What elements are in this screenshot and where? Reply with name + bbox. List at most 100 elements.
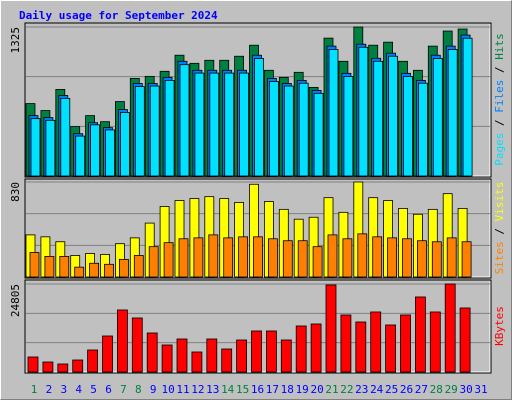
bar [313,92,324,177]
bar [44,255,55,278]
bar-body [462,37,473,177]
bar [163,242,174,278]
y-tick-label: 830 [9,182,22,202]
bar [42,361,54,373]
bar [446,237,457,278]
bar [206,338,218,373]
y-tick-label: 24805 [9,284,22,317]
bar [417,82,428,177]
bar [295,325,307,373]
bar [179,64,190,177]
bar-body [239,72,250,177]
bar-body [105,129,115,177]
x-tick-label: 28 [430,383,443,396]
bar [385,324,397,373]
bar-body [325,284,337,373]
bar [134,86,145,177]
bar [447,49,458,177]
x-tick-label: 14 [221,383,235,396]
bar-body [416,240,427,278]
bar [373,60,384,177]
bar-body [236,339,248,373]
bar [148,246,159,278]
bar-body [75,135,86,177]
x-tick-label: 3 [60,383,67,396]
bar [340,314,352,373]
bar-body [387,237,398,278]
x-tick-label: 6 [105,383,112,396]
bar-body [447,49,458,177]
bar [161,344,173,373]
bar [327,234,338,278]
bar-body [102,335,113,373]
bar [403,76,413,177]
bar [268,81,279,177]
bar-body [283,85,294,177]
bar-body [89,262,99,278]
bar [27,356,39,373]
bar-body [134,86,145,177]
bar [357,233,368,278]
legend-entry: Hits [493,33,506,60]
bar-body [193,237,204,278]
bar [355,321,367,373]
bar-body [161,344,173,373]
bar [29,252,40,278]
bar-body [400,314,411,373]
legend: Pages / Files / Hits [493,33,506,166]
bar-body [385,324,397,373]
bar [87,349,98,373]
x-tick-label: 11 [176,383,189,396]
bar-body [459,307,471,373]
bar [72,359,84,373]
bar-body [238,236,249,278]
bar [283,85,294,177]
x-tick-label: 12 [191,383,204,396]
bar-body [120,112,130,177]
bar [105,129,115,177]
bar-body [268,81,279,177]
bar [117,309,128,373]
legend-entry: Pages [493,133,506,166]
bar-body [251,330,262,373]
bar [45,119,56,177]
bar-body [30,118,41,177]
bar-body [104,263,114,278]
x-tick-label: 24 [370,383,384,396]
legend-entry: Files [493,80,506,113]
bar-body [431,241,442,278]
bar-body [29,252,40,278]
bar-body [414,296,426,373]
x-tick-label: 27 [415,383,428,396]
x-tick-label: 15 [236,383,249,396]
bar-body [163,242,174,278]
bar-body [133,255,144,278]
bar [253,236,263,278]
bar [444,283,456,373]
bar [30,118,41,177]
bar-body [206,338,218,373]
bar-body [149,85,160,177]
bar-body [313,92,324,177]
bar [251,330,262,373]
bar-body [358,46,369,177]
legend-entry: Visits [493,182,506,222]
bar [358,46,369,177]
bar-body [191,351,203,373]
y-tick-label: 1325 [9,27,22,54]
legend-entry: KBytes [493,306,506,346]
bar [414,296,426,373]
x-tick-label: 21 [325,383,338,396]
bar [325,284,337,373]
bar [239,72,250,177]
bar [298,82,309,177]
bar-body [340,314,352,373]
bar-body [117,309,128,373]
bar [119,258,129,278]
bar [429,311,441,373]
x-tick-label: 19 [296,383,309,396]
legend-separator: / [493,221,506,241]
legend: Sites / Visits [493,182,506,275]
